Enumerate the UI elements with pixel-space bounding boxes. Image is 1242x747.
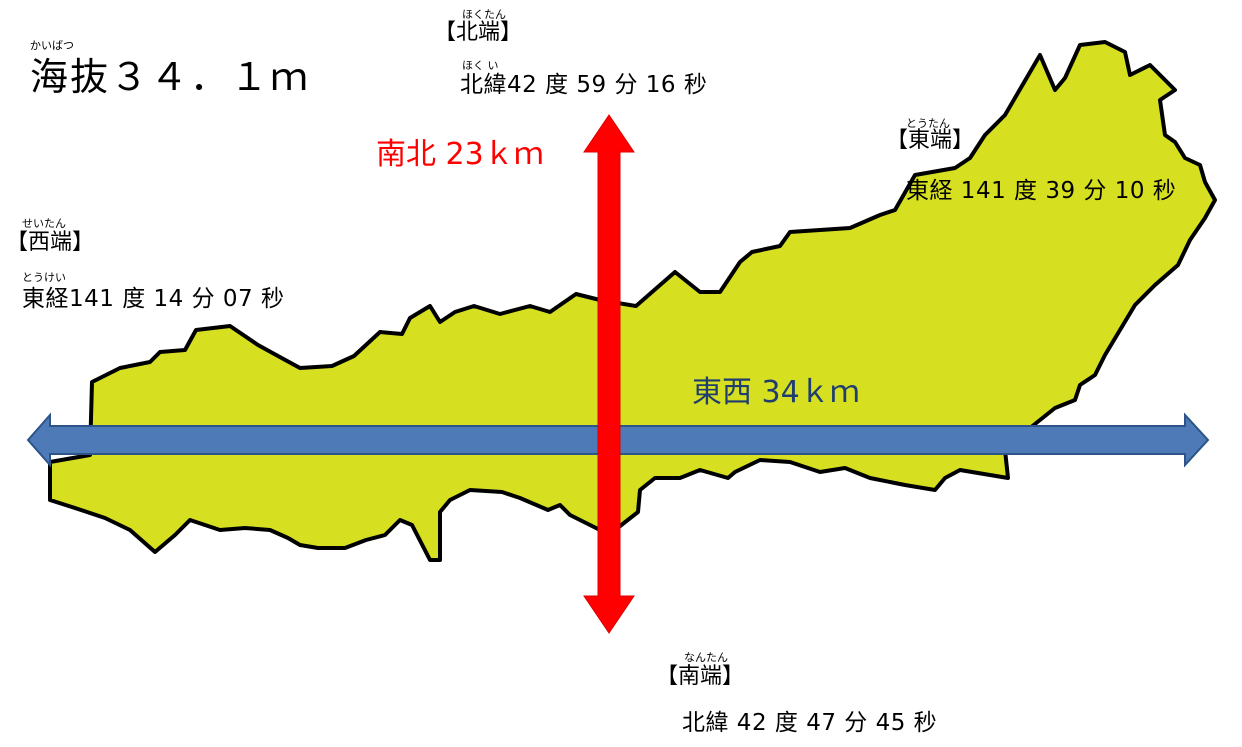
elevation-reading: かいばつ	[30, 39, 74, 52]
elevation-label: 海抜３４．１ｍ	[30, 55, 311, 99]
north-south-distance: 南北 23ｋｍ	[376, 137, 544, 172]
north-south-arrow	[583, 114, 635, 634]
east-label: 【東端】	[886, 128, 975, 153]
south-coord: 北緯 42 度 47 分 45 秒	[682, 710, 938, 736]
east-west-distance: 東西 34ｋｍ	[692, 375, 860, 410]
east-coord: 東経 141 度 39 分 10 秒	[906, 178, 1177, 204]
north-coord: 北緯42 度 59 分 16 秒	[460, 72, 708, 98]
south-label: 【南端】	[656, 664, 745, 689]
north-coord-reading: ほく い	[462, 59, 499, 72]
north-label: 【北端】	[434, 20, 523, 45]
east-reading: とうたん	[906, 117, 950, 130]
west-coord-reading: とうけい	[22, 271, 66, 284]
north-reading: ほくたん	[462, 8, 506, 21]
west-reading: せいたん	[22, 217, 66, 230]
south-reading: なんたん	[684, 651, 728, 664]
west-label: 【西端】	[6, 230, 95, 255]
west-coord: 東経141 度 14 分 07 秒	[22, 286, 285, 312]
